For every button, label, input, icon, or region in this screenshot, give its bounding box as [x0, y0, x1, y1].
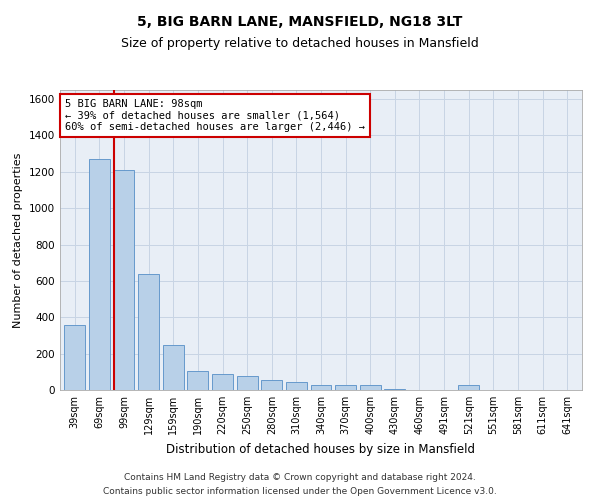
Bar: [236, 376, 257, 390]
Bar: [212, 374, 233, 390]
Text: 5 BIG BARN LANE: 98sqm
← 39% of detached houses are smaller (1,564)
60% of semi-: 5 BIG BARN LANE: 98sqm ← 39% of detached…: [65, 99, 365, 132]
Y-axis label: Number of detached properties: Number of detached properties: [13, 152, 23, 328]
Text: Size of property relative to detached houses in Mansfield: Size of property relative to detached ho…: [121, 38, 479, 51]
Bar: [187, 370, 208, 390]
Bar: [261, 380, 282, 390]
Bar: [286, 382, 307, 390]
Bar: [458, 385, 479, 390]
Text: Contains HM Land Registry data © Crown copyright and database right 2024.: Contains HM Land Registry data © Crown c…: [124, 472, 476, 482]
Text: Contains public sector information licensed under the Open Government Licence v3: Contains public sector information licen…: [103, 488, 497, 496]
Bar: [64, 324, 85, 390]
Bar: [89, 159, 110, 390]
Bar: [163, 344, 184, 390]
Bar: [360, 385, 381, 390]
Bar: [385, 388, 406, 390]
Text: Distribution of detached houses by size in Mansfield: Distribution of detached houses by size …: [167, 442, 476, 456]
Bar: [311, 384, 331, 390]
Bar: [113, 170, 134, 390]
Text: 5, BIG BARN LANE, MANSFIELD, NG18 3LT: 5, BIG BARN LANE, MANSFIELD, NG18 3LT: [137, 15, 463, 29]
Bar: [335, 384, 356, 390]
Bar: [138, 274, 159, 390]
